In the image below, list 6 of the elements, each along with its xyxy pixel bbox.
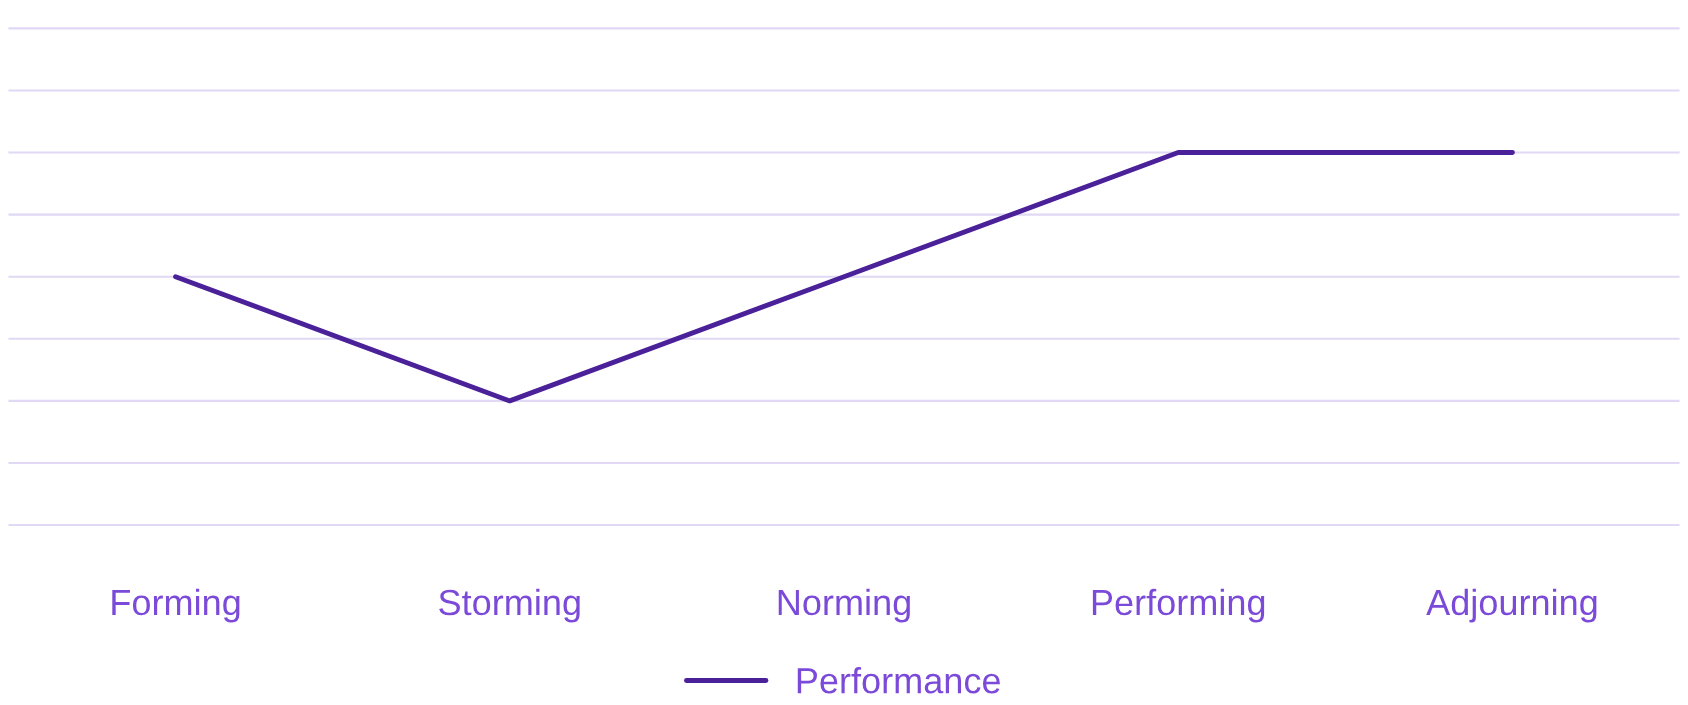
legend-label: Performance (797, 667, 1000, 694)
x-tick-label: Norming (778, 588, 910, 623)
x-tick-label: Performing (1092, 588, 1265, 623)
x-tick-label: Adjourning (1426, 588, 1597, 623)
x-tick-label: Forming (112, 588, 240, 623)
x-tick-label: Storming (439, 588, 580, 623)
